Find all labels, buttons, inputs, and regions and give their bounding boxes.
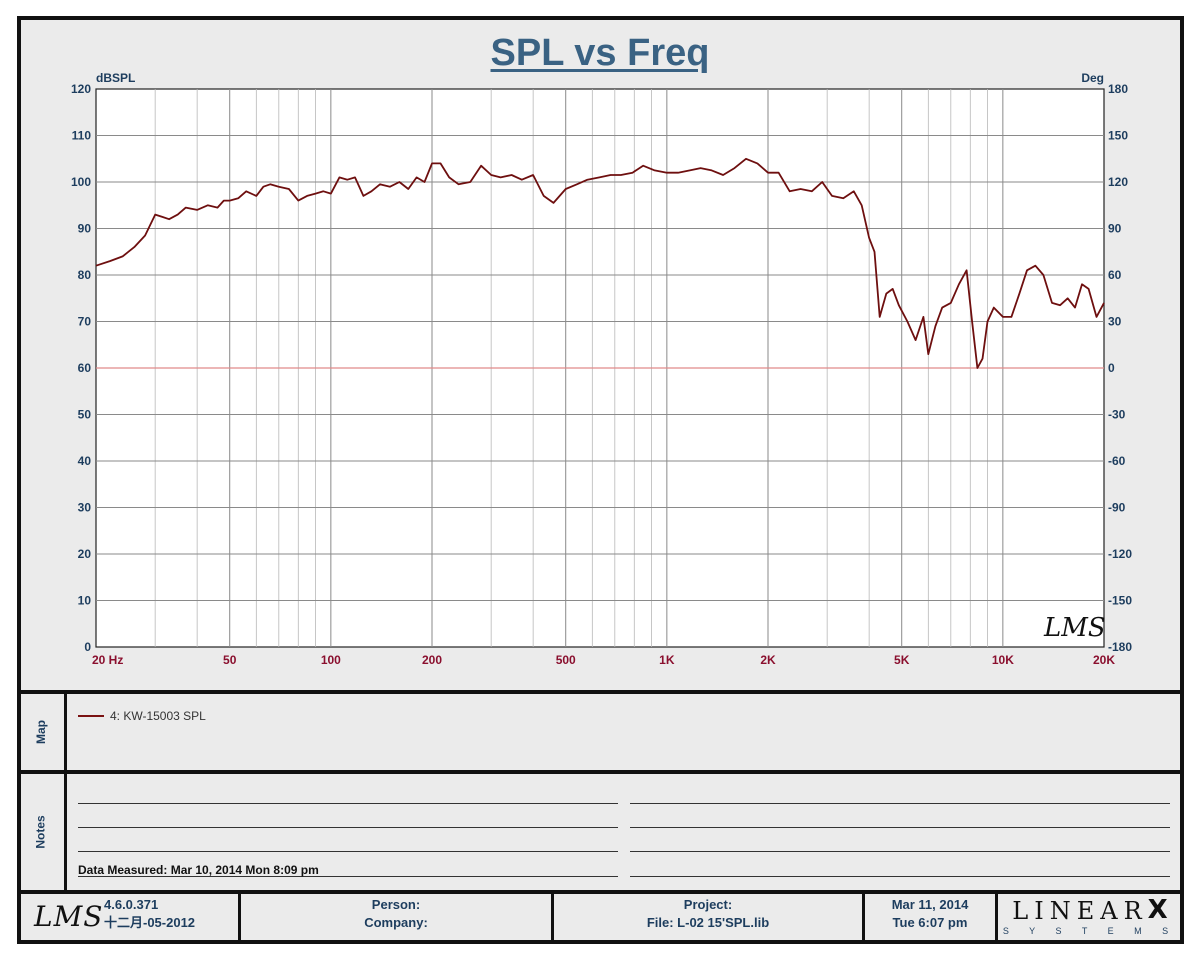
y-tick-label: 60 <box>78 361 92 375</box>
person-label: Person: <box>371 897 421 912</box>
y-right-tick-label: -90 <box>1108 501 1126 515</box>
x-tick-label: 20K <box>1093 653 1115 667</box>
y-axis-label: dBSPL <box>96 71 135 85</box>
x-tick-label: 2K <box>760 653 776 667</box>
notes-label-box: Notes <box>18 774 64 890</box>
project-info: Project: File: L-02 15'SPL.lib <box>554 896 862 940</box>
note-line <box>78 827 618 828</box>
brand-text: LINEAR <box>1012 897 1148 925</box>
note-line <box>630 803 1170 804</box>
note-line <box>630 851 1170 852</box>
note-line <box>78 803 618 804</box>
lms-watermark: LMS <box>1043 613 1106 643</box>
brand-sub: S Y S T E M S <box>1002 926 1178 936</box>
footer-divider <box>551 894 554 942</box>
y-tick-label: 80 <box>78 268 92 282</box>
data-series <box>95 157 1105 369</box>
y-right-tick-label: 180 <box>1108 82 1128 96</box>
print-date: Mar 11, 2014 <box>891 897 969 912</box>
version-info: 4.6.0.371 十二月-05-2012 <box>104 896 214 940</box>
print-time: Tue 6:07 pm <box>892 915 968 930</box>
y-right-tick-label: -60 <box>1108 454 1126 468</box>
y-tick-label: 0 <box>84 640 91 654</box>
footer-divider <box>862 894 865 942</box>
legend-label: 4: KW-15003 SPL <box>110 709 206 723</box>
note-line <box>78 851 618 852</box>
y-tick-label: 30 <box>78 501 92 515</box>
y-right-tick-label: 120 <box>1108 175 1128 189</box>
file-label: File: L-02 15'SPL.lib <box>646 915 770 930</box>
notes-label: Notes <box>34 815 48 849</box>
y-tick-label: 50 <box>78 408 92 422</box>
y-tick-label: 100 <box>71 175 91 189</box>
spl-chart: 0 10 20 30 40 50 60 70 80 90 100 110 120 -180 -150 -12… <box>71 71 1132 667</box>
note-line <box>78 876 618 877</box>
x-tick-label: 200 <box>422 653 442 667</box>
y-right-tick-label: -150 <box>1108 594 1132 608</box>
separator-chart-map <box>17 690 1184 694</box>
y-right-tick-label: 30 <box>1108 315 1122 329</box>
y-right-tick-label: 0 <box>1108 361 1115 375</box>
x-tick-label: 20 Hz <box>92 653 123 667</box>
y-right-tick-label: 90 <box>1108 222 1122 236</box>
y-right-tick-label: 60 <box>1108 268 1122 282</box>
x-tick-label: 1K <box>659 653 675 667</box>
x-tick-label: 100 <box>321 653 341 667</box>
legend-swatch <box>78 715 104 717</box>
spl-curve <box>95 157 1105 369</box>
x-tick-label: 10K <box>992 653 1014 667</box>
lms-logo: LMS <box>34 900 104 933</box>
y-right-tick-label: -180 <box>1108 640 1132 654</box>
version-number: 4.6.0.371 <box>104 897 159 912</box>
footer-divider <box>995 894 998 942</box>
footer-divider <box>238 894 241 942</box>
y-tick-label: 10 <box>78 594 92 608</box>
person-company: Person: Company: <box>241 896 551 940</box>
chart-title: SPL vs Freq <box>490 32 710 74</box>
y-tick-label: 120 <box>71 82 91 96</box>
map-label-box: Map <box>18 694 64 770</box>
y-tick-label: 40 <box>78 454 92 468</box>
grid-lines <box>96 89 1104 647</box>
y-right-tick-label: -120 <box>1108 547 1132 561</box>
map-label: Map <box>34 720 48 744</box>
linearx-logo: LINEAR X S Y S T E M S <box>1002 895 1178 939</box>
y-tick-label: 90 <box>78 222 92 236</box>
y-axis-left: 0 10 20 30 40 50 60 70 80 90 100 110 120 <box>71 82 91 654</box>
brand-x: X <box>1147 895 1168 925</box>
x-tick-label: 50 <box>223 653 237 667</box>
y-axis-right-label: Deg <box>1081 71 1104 85</box>
y-axis-right: -180 -150 -120 -90 -60 -30 0 30 60 90 120 150 180 <box>1108 82 1132 654</box>
x-tick-label: 500 <box>556 653 576 667</box>
note-line <box>630 876 1170 877</box>
x-tick-label: 5K <box>894 653 910 667</box>
project-label: Project: <box>683 897 733 912</box>
separator-map-notes <box>17 770 1184 774</box>
note-line <box>630 827 1170 828</box>
company-label: Company: <box>364 915 428 930</box>
legend-entry: 4: KW-15003 SPL <box>78 709 206 723</box>
data-measured-text: Data Measured: Mar 10, 2014 Mon 8:09 pm <box>78 863 319 877</box>
x-axis: 20 Hz 50 100 200 500 1K 2K 5K 10K 20K <box>92 653 1115 667</box>
build-date: 十二月-05-2012 <box>104 915 196 930</box>
y-tick-label: 20 <box>78 547 92 561</box>
side-label-divider <box>64 694 67 890</box>
y-right-tick-label: -30 <box>1108 408 1126 422</box>
y-tick-label: 70 <box>78 315 92 329</box>
separator-notes-footer <box>17 890 1184 894</box>
date-time: Mar 11, 2014 Tue 6:07 pm <box>865 896 995 940</box>
y-tick-label: 110 <box>72 129 92 143</box>
y-right-tick-label: 150 <box>1108 129 1128 143</box>
